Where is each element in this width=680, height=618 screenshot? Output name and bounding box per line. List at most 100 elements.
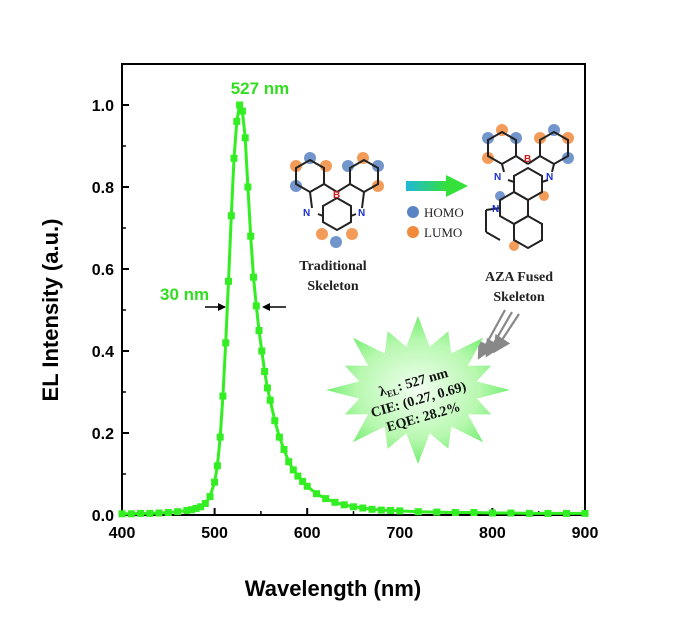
transformation-arrow-shaft — [406, 181, 448, 191]
el-data-point — [285, 458, 293, 466]
el-data-point — [127, 510, 135, 518]
el-data-point — [118, 510, 126, 518]
el-data-point — [244, 183, 252, 191]
el-data-point — [470, 509, 478, 516]
y-axis-title: EL Intensity (a.u.) — [38, 219, 63, 402]
fwhm-right-arrowhead — [262, 303, 270, 311]
y-tick-label: 0.4 — [92, 344, 114, 361]
y-tick-label: 0.6 — [92, 262, 114, 279]
peak-wavelength-label: 527 nm — [231, 79, 290, 98]
el-data-point — [230, 154, 238, 162]
el-data-point — [247, 232, 255, 240]
el-data-point — [137, 509, 144, 517]
transformation-arrow — [406, 175, 468, 197]
el-data-point — [303, 482, 311, 490]
traditional-boron-atom: B — [333, 190, 340, 201]
traditional-skeleton-label-line2: Skeleton — [307, 279, 359, 294]
el-data-point — [414, 508, 422, 516]
pointer-arrows — [477, 309, 520, 360]
el-data-point — [197, 503, 205, 511]
el-data-point — [507, 509, 515, 517]
aza-fused-skeleton-molecule: B N N N — [482, 124, 574, 251]
el-data-point — [294, 472, 302, 480]
el-data-point — [451, 509, 459, 516]
el-data-point — [252, 302, 260, 310]
fused-nitrogen-atom-lower: N — [492, 204, 499, 215]
lambda-subscript: EL — [386, 386, 400, 399]
el-data-point — [192, 504, 200, 512]
el-data-point — [238, 107, 246, 115]
x-tick-label: 400 — [109, 525, 136, 542]
el-data-point — [368, 505, 376, 513]
traditional-bonds — [295, 158, 379, 232]
homo-legend-label: HOMO — [424, 205, 464, 220]
y-tick-label: 0.2 — [92, 426, 114, 443]
el-data-point — [174, 508, 182, 516]
el-data-point — [331, 498, 339, 506]
el-data-point — [206, 493, 214, 501]
traditional-skeleton-label-line1: Traditional — [299, 259, 367, 274]
el-data-point — [241, 134, 249, 142]
el-data-point — [275, 433, 283, 441]
el-data-point — [340, 501, 348, 509]
fused-nitrogen-atom-right: N — [546, 172, 553, 183]
el-data-point — [387, 507, 394, 514]
el-data-point — [164, 509, 172, 516]
el-data-point — [213, 462, 221, 470]
y-tick-label: 1.0 — [92, 98, 114, 115]
el-data-point — [211, 478, 219, 486]
el-data-point — [313, 490, 320, 498]
x-tick-label: 600 — [294, 525, 321, 542]
el-data-point — [261, 368, 269, 375]
fused-bonds — [485, 130, 569, 250]
el-data-point — [280, 445, 288, 453]
el-data-point — [322, 495, 330, 503]
y-tick-label: 0.8 — [92, 180, 114, 197]
el-data-point — [433, 508, 441, 516]
traditional-skeleton-molecule: B N N — [290, 152, 384, 248]
traditional-nitrogen-atom-left: N — [303, 208, 310, 219]
el-data-point — [183, 507, 191, 514]
fwhm-left-arrowhead — [218, 303, 226, 311]
el-data-point — [155, 509, 163, 517]
fused-boron-atom: B — [524, 154, 531, 165]
el-data-point — [525, 509, 533, 517]
x-tick-label: 800 — [479, 525, 506, 542]
el-data-point — [219, 392, 227, 400]
results-starburst — [326, 316, 510, 464]
homo-legend-dot — [407, 206, 419, 218]
el-data-point — [222, 339, 230, 347]
el-data-point — [227, 212, 235, 220]
y-tick-label: 0.0 — [92, 508, 114, 525]
el-data-point — [266, 396, 274, 404]
el-data-point — [250, 273, 257, 281]
el-data-point — [271, 417, 279, 425]
el-data-point — [258, 347, 266, 355]
el-data-point — [233, 117, 241, 125]
lambda-symbol: λ — [378, 384, 389, 400]
x-tick-label: 900 — [572, 525, 599, 542]
y-axis-ticks: 0.0 0.2 0.4 0.6 0.8 1.0 — [92, 98, 129, 525]
orbital-legend: HOMO LUMO — [407, 205, 464, 240]
el-data-point — [263, 384, 271, 392]
el-data-point — [488, 509, 496, 517]
fused-orbital-lobes — [482, 124, 574, 251]
lumo-legend-label: LUMO — [424, 225, 462, 240]
fwhm-label: 30 nm — [160, 285, 209, 304]
transformation-arrow-head — [446, 175, 468, 197]
el-data-point — [377, 506, 385, 514]
el-data-point — [225, 277, 232, 285]
traditional-nitrogen-atom-right: N — [358, 208, 365, 219]
el-data-point — [187, 506, 195, 514]
pointer-arrow-3 — [493, 313, 520, 354]
el-data-point — [216, 433, 224, 441]
x-tick-label: 700 — [386, 525, 413, 542]
x-axis-title: Wavelength (nm) — [245, 576, 421, 601]
aza-fused-skeleton-label-line2: Skeleton — [493, 290, 545, 305]
lumo-legend-dot — [407, 226, 419, 238]
el-data-point — [350, 503, 357, 511]
el-data-point — [201, 500, 209, 507]
el-data-point — [289, 466, 297, 474]
el-data-point — [255, 327, 263, 334]
